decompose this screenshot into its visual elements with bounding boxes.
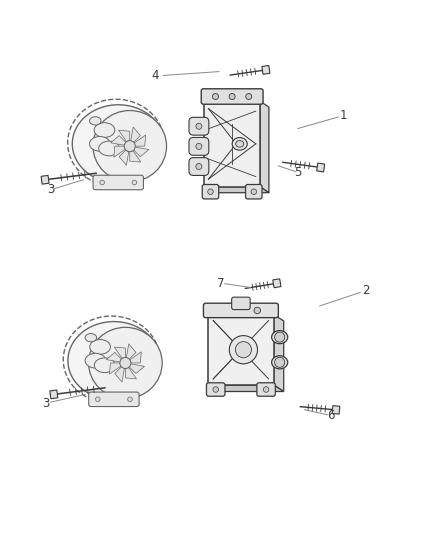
FancyBboxPatch shape (246, 184, 262, 199)
Circle shape (254, 307, 261, 314)
Polygon shape (262, 66, 270, 74)
Circle shape (196, 123, 202, 130)
Polygon shape (208, 385, 284, 392)
Text: 3: 3 (42, 397, 49, 410)
Polygon shape (130, 151, 141, 162)
Circle shape (275, 357, 285, 367)
Circle shape (124, 141, 135, 152)
Polygon shape (205, 101, 260, 187)
Polygon shape (111, 135, 126, 145)
Polygon shape (106, 352, 121, 362)
Circle shape (251, 189, 257, 195)
Ellipse shape (99, 141, 120, 156)
Circle shape (235, 342, 251, 358)
Text: 7: 7 (217, 277, 225, 289)
Polygon shape (208, 314, 274, 385)
FancyBboxPatch shape (257, 383, 276, 396)
Polygon shape (317, 163, 325, 172)
Polygon shape (131, 127, 140, 142)
Circle shape (132, 180, 137, 185)
Polygon shape (119, 150, 129, 165)
Ellipse shape (88, 327, 162, 399)
FancyBboxPatch shape (202, 184, 219, 199)
Circle shape (229, 93, 235, 100)
Text: 3: 3 (47, 183, 54, 196)
Circle shape (212, 93, 219, 100)
Polygon shape (129, 364, 145, 374)
Ellipse shape (89, 117, 101, 125)
Text: 5: 5 (294, 166, 301, 179)
FancyBboxPatch shape (206, 383, 225, 396)
Circle shape (230, 336, 258, 364)
Circle shape (95, 397, 100, 401)
Circle shape (275, 332, 285, 342)
Ellipse shape (236, 141, 244, 147)
Circle shape (208, 189, 213, 195)
Ellipse shape (93, 110, 166, 182)
Polygon shape (134, 147, 149, 157)
Polygon shape (119, 130, 130, 142)
Polygon shape (114, 146, 125, 157)
Polygon shape (125, 367, 137, 379)
FancyBboxPatch shape (203, 303, 279, 318)
Ellipse shape (90, 340, 110, 354)
Circle shape (196, 143, 202, 149)
Polygon shape (274, 314, 284, 392)
FancyBboxPatch shape (201, 89, 263, 104)
Polygon shape (332, 406, 340, 414)
Text: 1: 1 (340, 109, 348, 122)
Polygon shape (50, 390, 58, 399)
Circle shape (263, 387, 269, 392)
FancyBboxPatch shape (189, 158, 209, 175)
Polygon shape (114, 347, 125, 359)
Polygon shape (260, 101, 269, 193)
FancyBboxPatch shape (189, 138, 209, 155)
Ellipse shape (232, 138, 247, 150)
Circle shape (213, 387, 219, 392)
Ellipse shape (94, 123, 115, 138)
Ellipse shape (94, 358, 115, 373)
Circle shape (128, 397, 132, 401)
Ellipse shape (85, 353, 106, 368)
Ellipse shape (85, 334, 97, 342)
Text: 4: 4 (152, 69, 159, 83)
Circle shape (246, 93, 252, 100)
Polygon shape (134, 135, 146, 146)
FancyBboxPatch shape (88, 392, 139, 407)
Ellipse shape (272, 330, 288, 344)
Ellipse shape (68, 321, 160, 400)
Ellipse shape (72, 105, 164, 183)
FancyBboxPatch shape (189, 117, 209, 135)
FancyBboxPatch shape (93, 175, 143, 190)
Polygon shape (126, 344, 136, 359)
Polygon shape (41, 175, 49, 184)
Ellipse shape (272, 356, 288, 369)
Circle shape (196, 164, 202, 169)
Polygon shape (110, 363, 121, 374)
Circle shape (100, 180, 104, 185)
Ellipse shape (89, 136, 110, 151)
Polygon shape (273, 279, 281, 288)
Text: 6: 6 (327, 409, 335, 422)
FancyBboxPatch shape (232, 297, 250, 310)
Polygon shape (130, 352, 141, 363)
Text: 2: 2 (362, 284, 370, 297)
Polygon shape (115, 367, 124, 382)
Circle shape (120, 358, 131, 368)
Polygon shape (205, 187, 269, 193)
